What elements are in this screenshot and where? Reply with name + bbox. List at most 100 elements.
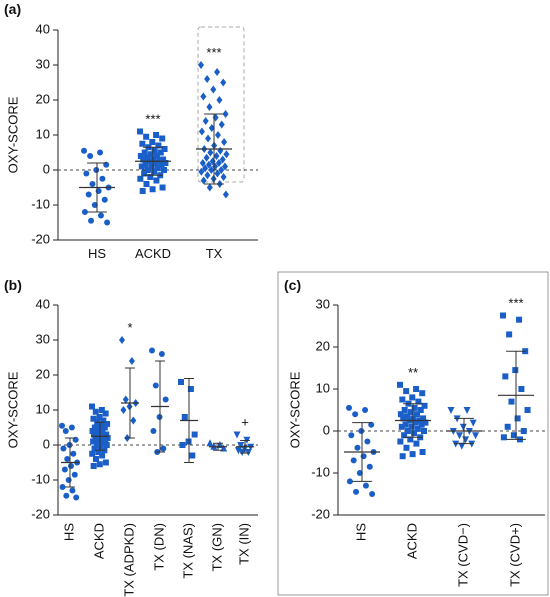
data-point [413, 386, 420, 392]
x-tick-label: TX (GN) [209, 523, 224, 571]
data-point [419, 449, 426, 455]
data-point [98, 407, 105, 413]
data-point [400, 415, 407, 422]
data-point [104, 421, 111, 427]
y-tick-label: 20 [316, 338, 330, 353]
data-point [147, 174, 154, 180]
data-point [214, 131, 221, 139]
significance-label: *** [206, 45, 221, 60]
data-point [191, 431, 198, 438]
data-point [97, 443, 104, 450]
data-point [61, 466, 68, 473]
x-tick-label: TX (CVD−) [455, 523, 470, 587]
y-tick-label: 10 [316, 380, 330, 395]
data-point [500, 312, 506, 319]
data-point [422, 419, 429, 426]
data-point [96, 438, 103, 445]
data-point [350, 457, 357, 464]
y-axis-label: OXY-SCORE [287, 371, 302, 448]
significance-label: + [241, 415, 249, 430]
data-point [407, 409, 414, 416]
data-point [140, 156, 147, 163]
data-point [401, 407, 408, 413]
data-point [502, 373, 509, 380]
data-point [154, 165, 161, 172]
data-point [401, 432, 408, 439]
y-tick-label: 10 [36, 126, 50, 141]
data-point [204, 75, 211, 83]
data-point [362, 482, 369, 489]
data-point [158, 351, 165, 357]
data-point [143, 181, 150, 187]
data-point [397, 438, 404, 445]
data-point [369, 491, 376, 497]
data-point [198, 167, 205, 176]
data-point [102, 410, 109, 417]
data-point [93, 442, 100, 448]
data-point [411, 404, 418, 411]
data-point [70, 450, 77, 457]
data-point [162, 396, 169, 403]
data-point [60, 445, 67, 452]
data-point [59, 422, 65, 429]
data-point [216, 96, 223, 104]
data-point [418, 421, 425, 428]
y-tick-label: -10 [311, 464, 330, 479]
y-tick-label: 40 [36, 21, 50, 36]
data-point [122, 395, 129, 404]
data-point [139, 188, 146, 194]
y-tick-label: -20 [311, 506, 330, 521]
data-point [91, 445, 98, 452]
data-point [516, 316, 523, 323]
data-point [413, 440, 420, 447]
data-point [207, 148, 214, 157]
y-tick-label: 10 [36, 401, 50, 416]
data-point [514, 415, 521, 422]
data-point [104, 219, 111, 226]
data-point [89, 428, 96, 434]
data-point [414, 425, 421, 432]
data-point [181, 414, 188, 420]
data-point [237, 442, 245, 449]
y-tick-label: -10 [31, 196, 50, 211]
data-point [202, 164, 209, 173]
data-point [89, 450, 96, 457]
data-point [97, 422, 104, 429]
data-point [144, 154, 151, 161]
y-tick-label: 30 [316, 296, 330, 311]
data-point [147, 151, 154, 158]
data-point [413, 411, 420, 418]
data-point [102, 459, 109, 466]
data-point [128, 357, 135, 365]
y-tick-label: -20 [31, 231, 50, 246]
data-point [149, 139, 156, 145]
data-point [81, 209, 88, 215]
data-point [402, 421, 409, 428]
data-point [204, 171, 211, 180]
x-tick-label: ACKD [404, 523, 419, 559]
data-point [403, 444, 410, 451]
data-point [399, 453, 406, 460]
data-point [447, 407, 455, 414]
data-point [213, 152, 220, 160]
y-tick-label: -10 [31, 471, 50, 486]
x-tick-label: ACKD [135, 246, 171, 261]
panel-label: (a) [4, 1, 21, 17]
data-point [138, 163, 145, 170]
data-point [220, 78, 227, 87]
y-tick-label: 20 [36, 91, 50, 106]
data-point [198, 61, 204, 69]
data-point [233, 431, 241, 439]
significance-label: *** [508, 296, 523, 311]
data-point [87, 153, 94, 159]
data-point [90, 415, 97, 422]
data-point [199, 159, 206, 167]
data-point [356, 470, 363, 476]
data-point [89, 181, 96, 187]
data-point [85, 191, 92, 198]
data-point [206, 183, 213, 192]
data-point [96, 461, 103, 468]
x-tick-label: HS [353, 523, 368, 541]
data-point [62, 428, 69, 434]
